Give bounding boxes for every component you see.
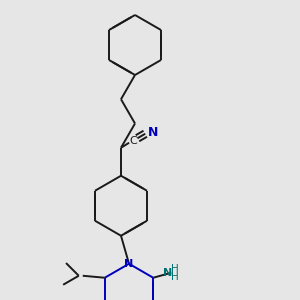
Text: N: N [124, 259, 134, 269]
Text: C: C [129, 136, 137, 146]
Text: H: H [171, 272, 179, 282]
Text: N: N [163, 268, 172, 278]
Text: N: N [148, 126, 158, 139]
Text: H: H [171, 264, 179, 274]
